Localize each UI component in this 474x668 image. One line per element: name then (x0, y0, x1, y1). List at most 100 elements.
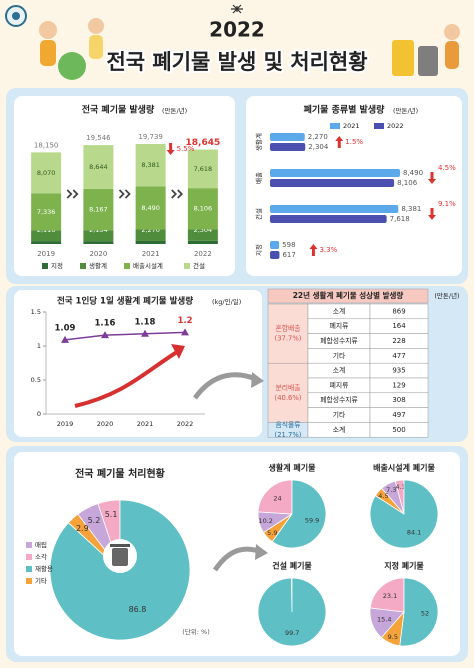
person-body (445, 41, 459, 69)
chart-unit: (kg/인/일) (212, 297, 241, 306)
bar-value-label: 8,381 (401, 205, 421, 213)
category-label: 건설 (254, 208, 263, 220)
bar-segment (187, 188, 218, 230)
slice-label: 2.9 (76, 524, 89, 533)
y-tick-label: 1.5 (31, 308, 41, 316)
legend-swatch (26, 566, 32, 572)
bar (270, 205, 399, 213)
row-value: 228 (392, 337, 405, 345)
x-tick-label: 2021 (137, 420, 154, 428)
row-label: 폐합성수지류 (320, 336, 358, 345)
y-tick-label: 1 (37, 342, 41, 350)
pie-slice (257, 577, 327, 647)
trash-lid (110, 544, 130, 547)
bar-value-label: 8,381 (141, 161, 160, 169)
legend-label: 지정 (51, 261, 63, 270)
value-label: 1.09 (55, 323, 76, 333)
bar (270, 241, 280, 249)
bar-segment (83, 230, 114, 242)
row-value: 500 (392, 426, 405, 434)
legend-label: 배출시설계 (133, 261, 163, 270)
trend-arrow (74, 350, 179, 408)
pie-slice (369, 577, 405, 613)
pie-slice (262, 513, 293, 543)
slice-label: 24 (273, 495, 281, 503)
change-arrow (166, 143, 175, 155)
bar-segment (83, 145, 114, 189)
bar-segment (83, 241, 114, 244)
total-label: 18,150 (34, 141, 59, 149)
x-tick-label: 2020 (89, 250, 107, 258)
bar (270, 169, 400, 177)
row-label: 폐지류 (330, 321, 349, 330)
bar (270, 215, 387, 223)
change-arrow (428, 172, 436, 184)
marker (141, 329, 149, 337)
logo-dot (12, 12, 20, 20)
x-tick-label: 2019 (57, 420, 74, 428)
y-tick-label: 0.5 (31, 376, 41, 384)
group-name: 혼합배출 (275, 324, 300, 333)
chevron (66, 189, 79, 199)
x-tick-label: 2020 (97, 420, 114, 428)
row-value: 869 (392, 307, 405, 315)
row-value: 497 (392, 411, 405, 419)
x-tick-label: 2022 (177, 420, 194, 428)
bar (270, 251, 280, 259)
category-label: 생활계 (254, 133, 263, 151)
row-label: 기타 (333, 410, 346, 419)
slice-label: 4.1 (395, 483, 405, 491)
bar-value-label: 8,490 (141, 204, 160, 212)
row-label: 소계 (333, 306, 346, 315)
row-value: 935 (392, 367, 405, 375)
pie-slice (374, 487, 405, 515)
chart-title: 전국 폐기물 처리현황 (75, 467, 166, 480)
change-arrow (335, 136, 344, 148)
slice-label: 5.1 (105, 510, 118, 519)
row-value: 129 (392, 381, 405, 389)
bar-value-label: 7,618 (390, 215, 410, 223)
table-unit: (만톤/년) (434, 291, 459, 300)
pie-slice (399, 577, 439, 647)
legend-label: 기타 (35, 576, 47, 585)
x-tick-label: 2022 (194, 250, 212, 258)
slice-label: 52 (421, 609, 429, 617)
row-label: 폐지류 (330, 380, 349, 389)
legend-label: 재활용 (35, 564, 53, 573)
chart-title: 배출시설계 폐기물 (373, 463, 435, 473)
row-label: 소계 (333, 425, 346, 434)
bar (270, 143, 306, 151)
chevron (118, 189, 131, 199)
bar-segment (135, 229, 166, 241)
connector-arrow-head (251, 372, 264, 388)
trend-arrow-head (171, 344, 185, 359)
legend-swatch (80, 263, 86, 269)
legend-swatch (26, 542, 32, 548)
change-arrow (309, 244, 318, 256)
marker (181, 328, 189, 336)
slice-label: 23.1 (383, 592, 397, 600)
table-cell (369, 422, 429, 438)
person-head (39, 21, 57, 39)
slice-label: 59.9 (305, 516, 319, 524)
total-label: 18,645 (186, 138, 221, 148)
bar-value-label: 7,618 (194, 165, 213, 173)
y-tick-label: 0 (37, 410, 41, 418)
chart-title: 폐기물 종류별 발생량 (304, 104, 386, 116)
bar-value-label: 8,106 (194, 205, 213, 213)
chart-title: 생활계 폐기물 (269, 463, 317, 473)
change-label: 5.5% (177, 145, 195, 153)
change-arrow (428, 208, 436, 220)
group-cell (267, 362, 309, 423)
chart-unit: (단위: %) (182, 627, 209, 636)
chart-title: 전국 1인당 1일 생활계 폐기물 발생량 (57, 296, 193, 307)
legend-label: 생활계 (89, 261, 107, 270)
bar-segment (187, 240, 218, 244)
group-name: 분리배출 (275, 383, 300, 392)
slice-label: 15.4 (377, 616, 391, 624)
total-label: 19,739 (138, 133, 163, 141)
row-value: 477 (392, 352, 405, 360)
bar-segment (31, 152, 62, 194)
legend-swatch (330, 123, 340, 129)
